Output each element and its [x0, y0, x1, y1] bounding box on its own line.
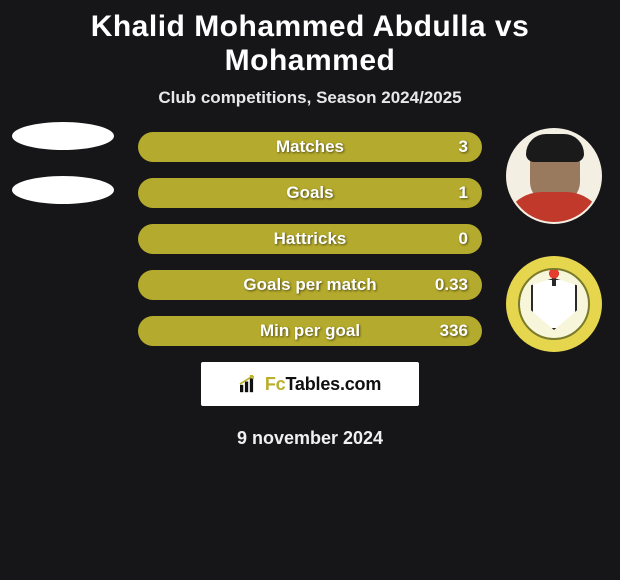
page-subtitle: Club competitions, Season 2024/2025 — [0, 88, 620, 108]
stat-bar: Hattricks 0 — [138, 224, 482, 254]
stat-bar: Matches 3 — [138, 132, 482, 162]
logo-prefix: Fc — [265, 374, 286, 394]
stat-bars: Matches 3 Goals 1 Hattricks 0 Goals per match 0… — [138, 132, 482, 346]
stat-bar-label: Matches — [276, 137, 344, 157]
bar-chart-arrow-icon — [239, 375, 259, 393]
fctables-logo[interactable]: FcTables.com — [201, 362, 419, 406]
logo-rest: Tables.com — [285, 374, 381, 394]
stat-bar: Goals 1 — [138, 178, 482, 208]
comparison-card: Khalid Mohammed Abdulla vs Mohammed Club… — [0, 0, 620, 449]
snapshot-date: 9 november 2024 — [0, 428, 620, 449]
stat-bar-label: Goals per match — [243, 275, 376, 295]
page-title: Khalid Mohammed Abdulla vs Mohammed — [0, 6, 620, 84]
stat-bar-value: 3 — [459, 137, 468, 157]
stat-bar-label: Min per goal — [260, 321, 360, 341]
stat-bar: Min per goal 336 — [138, 316, 482, 346]
stat-bar: Goals per match 0.33 — [138, 270, 482, 300]
stat-bar-label: Goals — [286, 183, 333, 203]
stat-bar-label: Hattricks — [274, 229, 347, 249]
stat-bar-value: 0.33 — [435, 275, 468, 295]
stat-bar-value: 0 — [459, 229, 468, 249]
fctables-logo-text: FcTables.com — [265, 374, 381, 395]
stat-bar-value: 1 — [459, 183, 468, 203]
stat-bar-value: 336 — [440, 321, 468, 341]
